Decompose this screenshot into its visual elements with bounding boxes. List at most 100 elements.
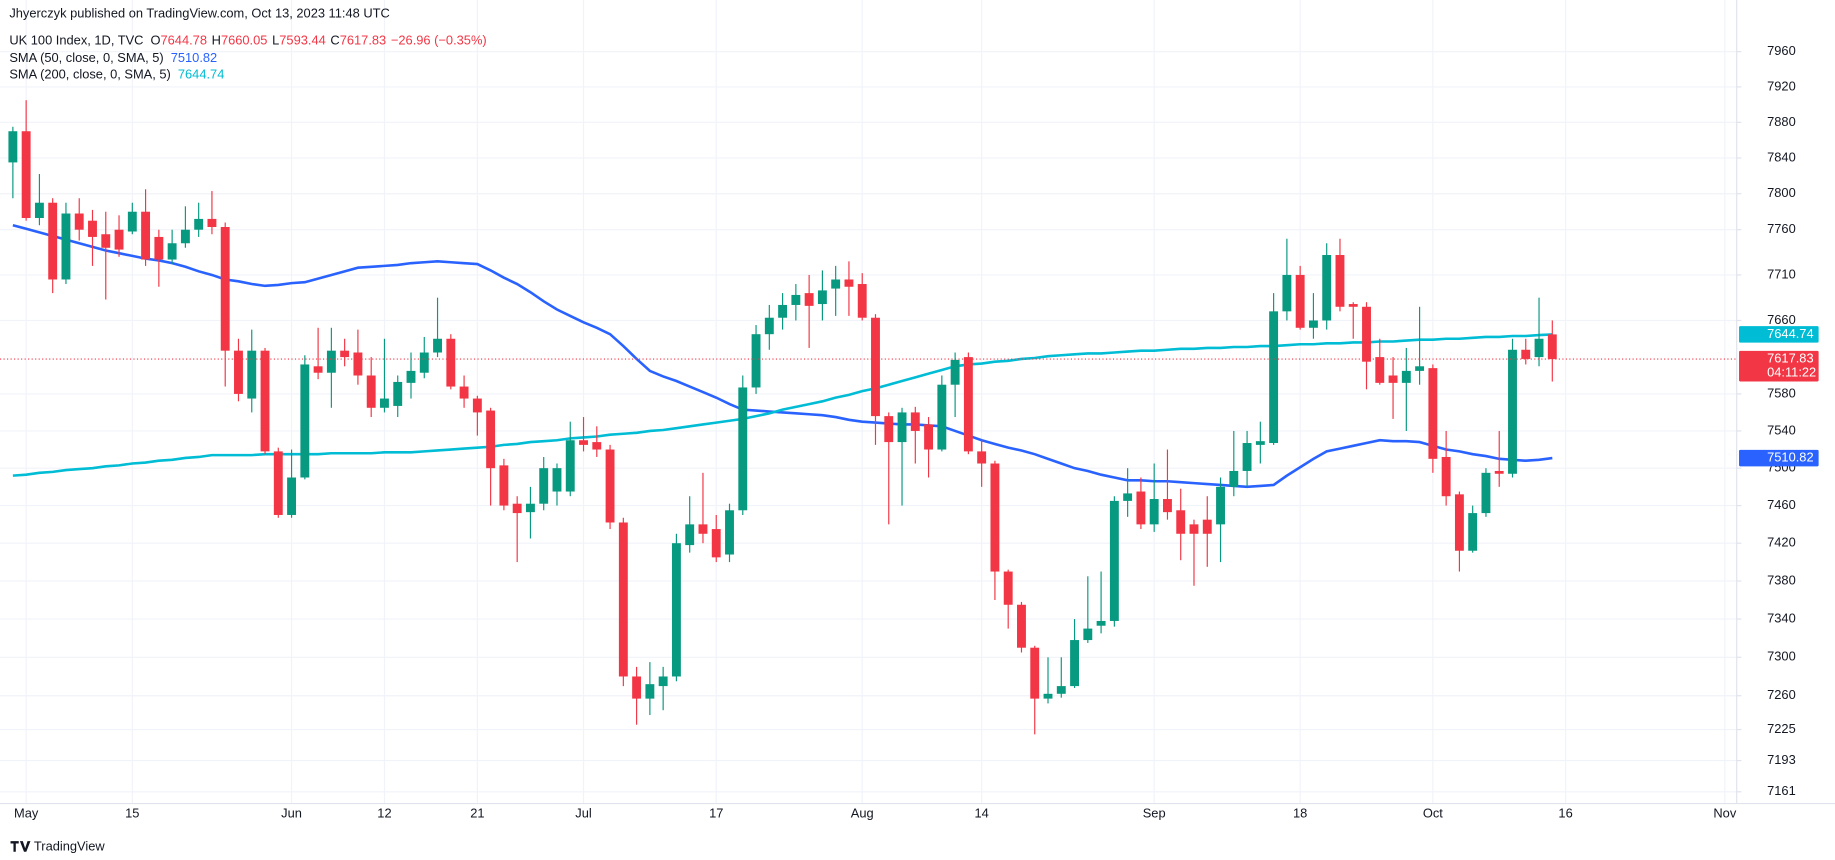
- legend-ohlc-label: H: [212, 33, 221, 48]
- sma-price-label-box: [1739, 449, 1819, 467]
- candle-body: [1295, 274, 1305, 328]
- candle-body: [671, 543, 681, 677]
- candle-body: [884, 416, 894, 443]
- candle-body: [525, 503, 535, 513]
- legend-ohlc-label: L: [272, 33, 279, 48]
- candle-body: [658, 676, 668, 687]
- last-price-label-countdown: 04:11:22: [1767, 365, 1816, 380]
- candle-body: [141, 211, 151, 260]
- candle-body: [1322, 255, 1332, 321]
- x-tick-label: 14: [975, 806, 989, 821]
- candle-body: [48, 202, 58, 280]
- candle-body: [393, 381, 403, 406]
- candle-body: [645, 684, 655, 699]
- candle-body: [963, 357, 973, 452]
- candle-body: [154, 236, 164, 260]
- candle-body: [1468, 513, 1478, 551]
- candle-body: [1375, 357, 1385, 383]
- y-tick-label: 7260: [1767, 687, 1796, 702]
- candle-body: [990, 463, 1000, 572]
- candle-body: [1441, 456, 1451, 497]
- candle-body: [366, 375, 376, 408]
- candle-body: [1547, 334, 1557, 360]
- candle-body: [1083, 628, 1093, 641]
- candle-body: [1242, 443, 1252, 471]
- candle-body: [751, 334, 761, 388]
- candle-body: [579, 440, 588, 445]
- candle-body: [1415, 366, 1425, 371]
- sma-line: [12, 333, 1553, 477]
- candle-body: [1017, 604, 1026, 648]
- x-tick-label: Aug: [851, 806, 874, 821]
- x-tick-label: 12: [377, 806, 391, 821]
- candle-body: [194, 218, 204, 230]
- y-tick-label: 7225: [1767, 721, 1796, 736]
- candle-body: [180, 229, 190, 244]
- candle-body: [234, 350, 243, 394]
- candle-body: [685, 524, 695, 546]
- candle-body: [247, 350, 257, 399]
- candle-body: [353, 352, 363, 376]
- candle-body: [1109, 500, 1119, 621]
- y-tick-label: 7760: [1767, 221, 1796, 236]
- candle-body: [1043, 693, 1053, 699]
- candle-body: [21, 131, 31, 219]
- candle-body: [326, 350, 336, 373]
- publish-header: Jhyerczyk published on TradingView.com, …: [9, 6, 389, 21]
- candle-body: [844, 279, 854, 287]
- candle-body: [738, 387, 748, 511]
- candle-body: [486, 410, 496, 469]
- candle-body: [1030, 647, 1040, 699]
- candle-body: [950, 359, 960, 385]
- candle-body: [1494, 470, 1504, 474]
- candle-body: [260, 350, 270, 452]
- x-tick-label: Jun: [281, 806, 302, 821]
- candle-body: [1454, 494, 1464, 551]
- candle-body: [88, 220, 97, 237]
- candle-body: [459, 386, 469, 399]
- candle-body: [857, 284, 867, 318]
- y-tick-label: 7300: [1767, 649, 1796, 664]
- candle-body: [618, 522, 628, 677]
- sma-line: [12, 223, 1553, 489]
- candle-body: [340, 350, 350, 358]
- candle-body: [1388, 375, 1398, 383]
- x-tick-label: Nov: [1713, 806, 1736, 821]
- candle-body: [419, 352, 429, 373]
- x-tick-label: 16: [1558, 806, 1572, 821]
- sma-price-label-text: 7644.74: [1767, 326, 1813, 341]
- candle-body: [1163, 499, 1172, 513]
- candle-body: [725, 510, 734, 555]
- candle-body: [101, 234, 111, 248]
- candle-body: [897, 412, 907, 443]
- candle-body: [791, 294, 801, 305]
- candle-body: [565, 440, 575, 492]
- candle-body: [1176, 510, 1186, 534]
- candle-body: [924, 424, 934, 450]
- candle-body: [1521, 349, 1531, 359]
- y-tick-label: 7880: [1767, 114, 1796, 129]
- candle-body: [1216, 486, 1225, 525]
- candle-body: [1229, 470, 1239, 487]
- footer-logo: TradingView: [10, 838, 105, 853]
- logo-icon: [10, 841, 31, 852]
- candle-body: [1149, 499, 1159, 525]
- candle-body: [220, 227, 230, 351]
- candle-body: [380, 398, 389, 408]
- legend-ohlc-value: 7617.83: [340, 33, 386, 48]
- candle-body: [1202, 519, 1212, 534]
- candle-body: [499, 465, 509, 506]
- candle-body: [446, 338, 456, 387]
- y-tick-label: 7380: [1767, 572, 1796, 587]
- candle-body: [778, 304, 788, 318]
- candle-body: [313, 366, 323, 373]
- x-tick-label: Sep: [1143, 806, 1166, 821]
- candle-body: [871, 317, 880, 417]
- x-tick-label: 17: [709, 806, 723, 821]
- candle-body: [539, 468, 549, 504]
- candle-body: [287, 477, 297, 515]
- y-tick-label: 7710: [1767, 266, 1796, 281]
